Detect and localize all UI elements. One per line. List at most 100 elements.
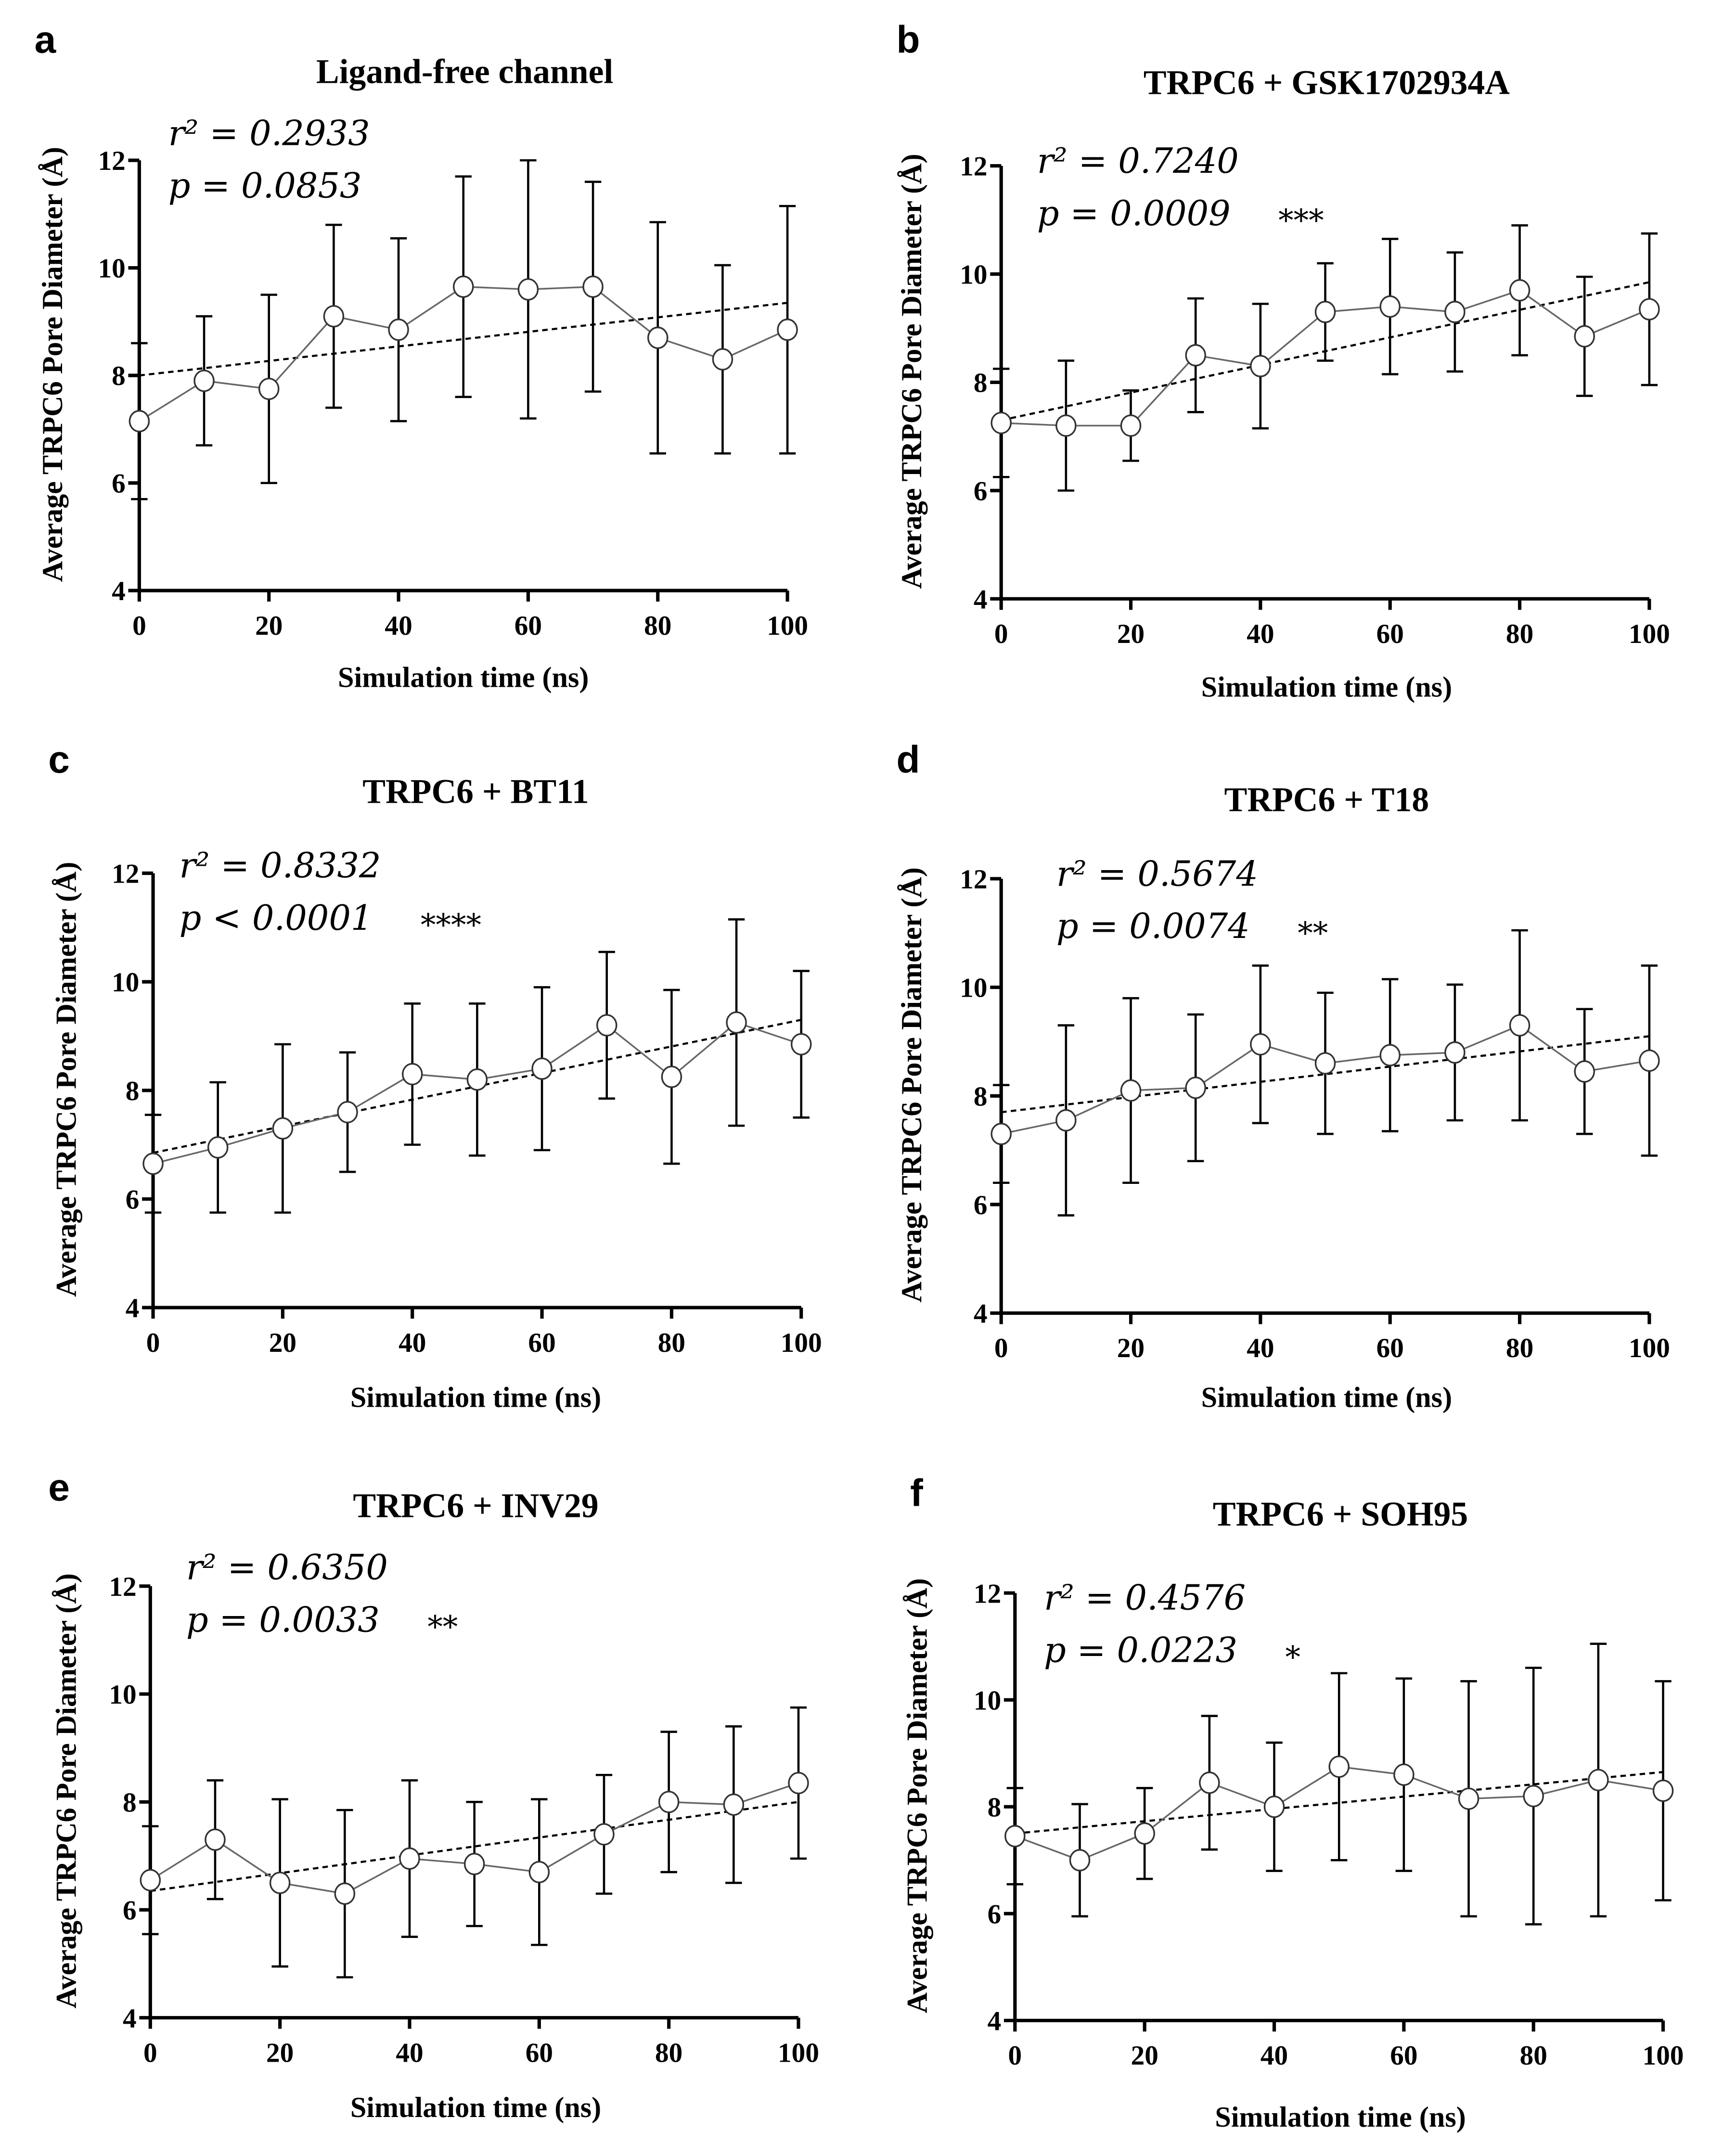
p-value-label: p = 0.0009: [1037, 193, 1231, 233]
significance-stars: **: [1298, 915, 1328, 951]
data-point: [323, 305, 345, 328]
panel-label: d: [896, 737, 920, 781]
r-squared-label: r² = 0.4576: [1044, 1578, 1246, 1618]
data-point: [193, 370, 215, 392]
significance-stars: ***: [1278, 202, 1324, 238]
x-tick-label: 100: [778, 2038, 819, 2068]
y-tick-label: 4: [126, 1293, 140, 1323]
chart-title: TRPC6 + GSK1702934A: [1144, 64, 1510, 102]
data-point: [1639, 298, 1660, 321]
data-point: [582, 275, 604, 298]
y-tick-label: 6: [988, 1899, 1002, 1929]
y-tick-label: 12: [109, 1572, 136, 1602]
y-tick-label: 4: [974, 1299, 988, 1329]
data-point: [1328, 1755, 1350, 1778]
data-point: [337, 1101, 358, 1124]
panel-b: b TRPC6 + GSK1702934A r² = 0.7240 p = 0.000…: [896, 18, 1670, 704]
data-point: [1134, 1822, 1155, 1845]
panel-label: c: [48, 737, 70, 781]
chart-title: Ligand-free channel: [316, 53, 613, 91]
x-tick-label: 80: [658, 1328, 685, 1358]
data-point: [1393, 1763, 1414, 1786]
y-tick-label: 8: [112, 361, 126, 391]
data-point: [990, 411, 1012, 435]
trend-line: [1015, 1771, 1663, 1835]
x-tick-label: 100: [1643, 2040, 1684, 2071]
x-tick-label: 60: [1390, 2040, 1417, 2071]
data-point: [531, 1057, 553, 1080]
p-value-label: p = 0.0223: [1044, 1630, 1237, 1670]
data-point: [142, 1152, 164, 1175]
data-point: [790, 1033, 812, 1056]
data-point: [1314, 1052, 1336, 1075]
p-value-label: p = 0.0074: [1056, 906, 1250, 946]
x-tick-label: 0: [146, 1328, 160, 1358]
y-tick-label: 4: [974, 584, 988, 615]
data-point: [1639, 1049, 1660, 1072]
data-point: [1055, 414, 1077, 437]
data-point: [466, 1068, 488, 1091]
x-tick-label: 100: [1629, 619, 1670, 649]
chart-title: TRPC6 + T18: [1224, 781, 1429, 819]
data-point: [1523, 1784, 1544, 1808]
x-tick-label: 60: [526, 2038, 553, 2068]
data-point: [528, 1861, 550, 1884]
y-tick-label: 10: [960, 260, 987, 290]
chart-title: TRPC6 + BT11: [362, 772, 589, 810]
data-point: [1069, 1849, 1091, 1872]
x-tick-label: 80: [1506, 1333, 1533, 1363]
panel-d: d TRPC6 + T18 r² = 0.5674 p = 0.0074 ** Simul…: [896, 737, 1670, 1413]
data-point: [258, 377, 280, 400]
x-axis-label: Simulation time (ns): [1215, 2101, 1466, 2133]
x-tick-label: 0: [994, 619, 1008, 649]
x-tick-label: 40: [399, 1328, 426, 1358]
y-tick-label: 6: [126, 1184, 140, 1215]
x-tick-label: 80: [644, 611, 671, 641]
data-point: [1379, 295, 1401, 318]
panel-label: b: [896, 18, 920, 61]
x-tick-label: 20: [269, 1328, 296, 1358]
data-point: [205, 1828, 226, 1851]
x-tick-label: 20: [1131, 2040, 1158, 2071]
trend-line: [150, 1801, 799, 1892]
y-tick-label: 10: [974, 1685, 1001, 1716]
y-axis-label: Average TRPC6 Pore Diameter (Å): [51, 862, 83, 1297]
data-point: [129, 410, 150, 433]
panel-c: c TRPC6 + BT11 r² = 0.8332 p < 0.0001 **** Si…: [48, 737, 822, 1413]
y-axis-label: Average TRPC6 Pore Diameter (Å): [51, 1573, 83, 2008]
p-value-label: p < 0.0001: [179, 898, 373, 938]
data-point: [517, 278, 539, 301]
data-point: [463, 1853, 485, 1875]
data-point: [1185, 1077, 1207, 1099]
panel-f: f TRPC6 + SOH95 r² = 0.4576 p = 0.0223 * Simu…: [901, 1471, 1684, 2133]
x-tick-label: 0: [994, 1333, 1008, 1363]
panel-e: e TRPC6 + INV29 r² = 0.6350 p = 0.0033 ** Sim…: [48, 1465, 819, 2124]
x-axis-label: Simulation time (ns): [350, 2092, 601, 2124]
chart-title: TRPC6 + INV29: [353, 1487, 598, 1525]
data-point: [1574, 1060, 1595, 1083]
data-point: [1263, 1796, 1285, 1818]
x-tick-label: 60: [1376, 1333, 1404, 1363]
r-squared-label: r² = 0.7240: [1037, 141, 1239, 181]
trend-line: [139, 302, 788, 377]
data-point: [1458, 1787, 1479, 1810]
data-point: [723, 1793, 745, 1816]
y-tick-label: 10: [960, 973, 987, 1003]
data-point: [1199, 1771, 1220, 1794]
y-tick-label: 8: [123, 1787, 137, 1818]
data-point: [1444, 1041, 1466, 1064]
x-axis-label: Simulation time (ns): [1201, 671, 1452, 704]
x-tick-label: 80: [655, 2038, 682, 2068]
r-squared-label: r² = 0.5674: [1056, 854, 1258, 894]
x-tick-label: 60: [514, 611, 542, 641]
y-tick-label: 6: [974, 1190, 988, 1220]
data-point: [990, 1123, 1012, 1145]
data-point: [647, 326, 669, 349]
data-point: [1120, 414, 1142, 437]
y-tick-label: 10: [109, 1680, 136, 1710]
y-tick-label: 6: [974, 476, 988, 506]
data-point: [1379, 1044, 1401, 1066]
p-value-label: p = 0.0033: [186, 1600, 380, 1640]
data-point: [1120, 1079, 1142, 1102]
